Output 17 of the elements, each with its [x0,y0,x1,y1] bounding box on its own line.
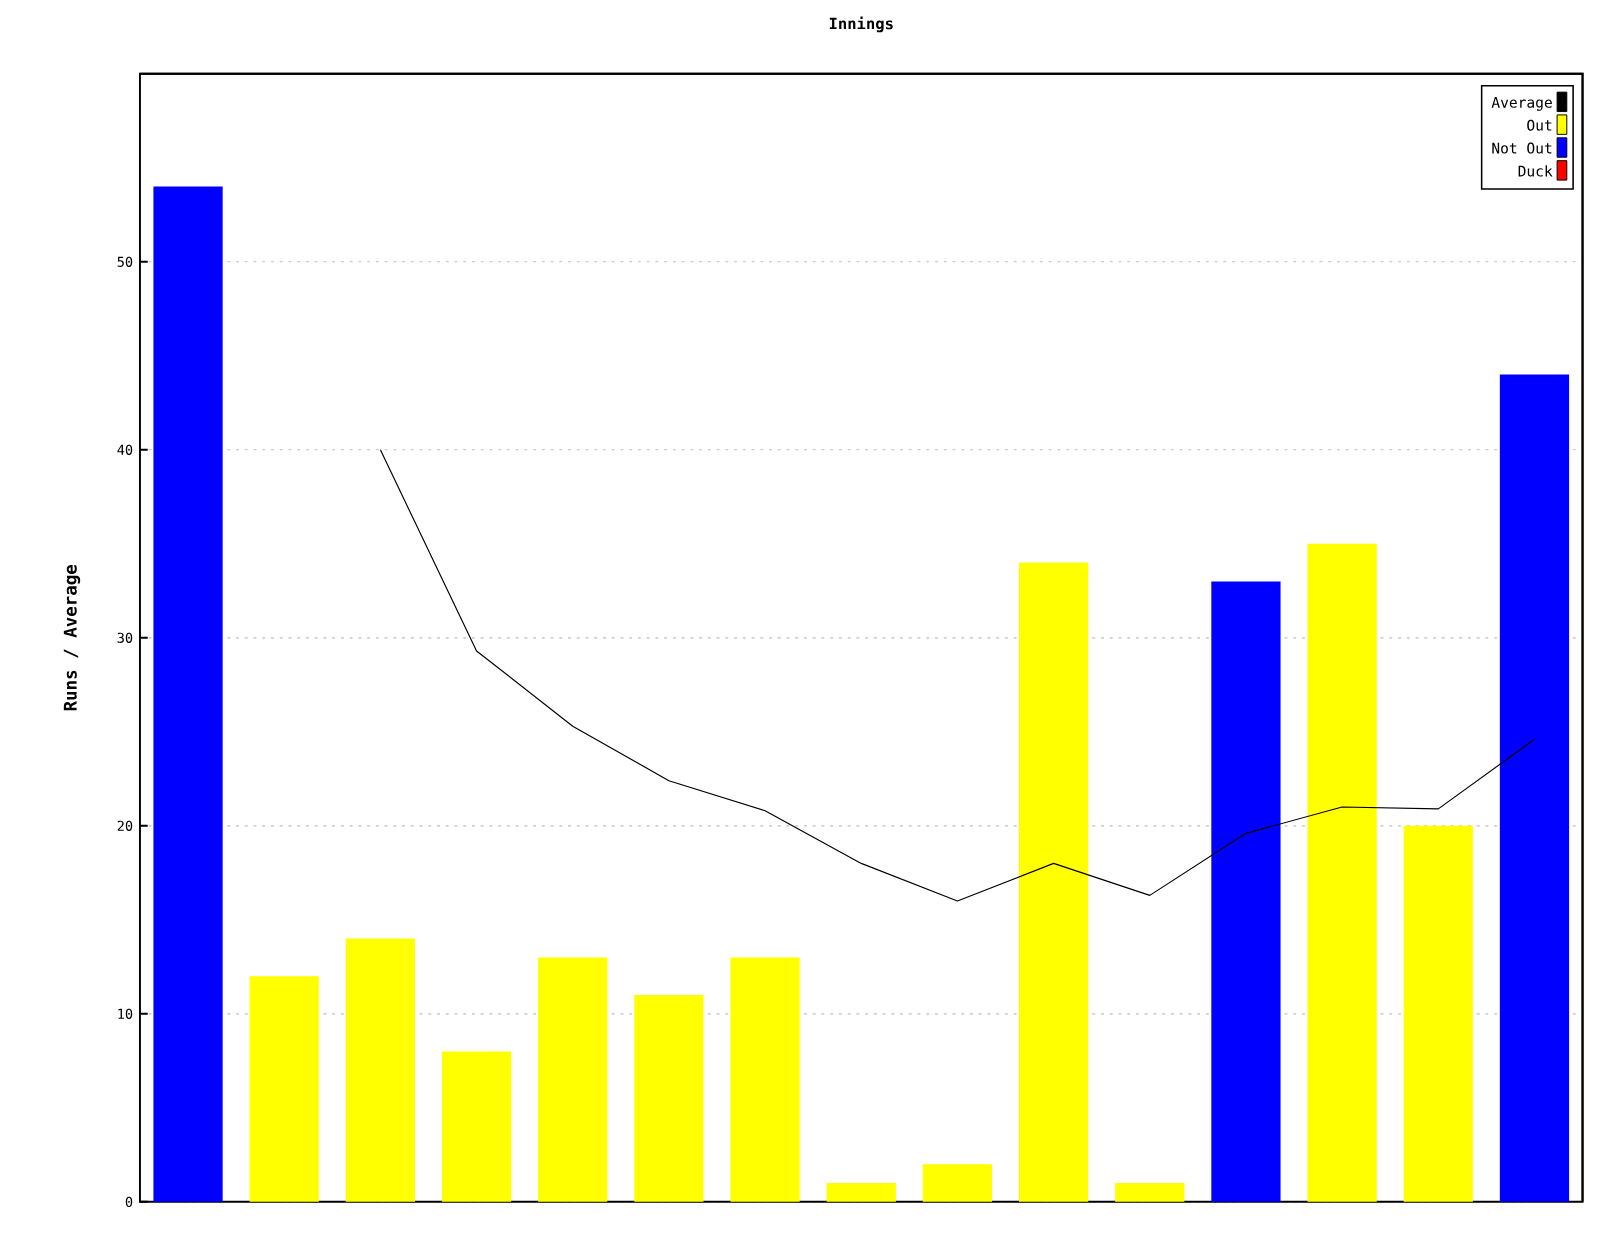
bar [1307,543,1377,1202]
bar [634,994,704,1202]
bar [730,957,800,1202]
bar [441,1051,512,1202]
y-axis-title: Runs / Average [63,564,81,711]
bar [538,957,608,1202]
bar [922,1163,993,1202]
bar [1018,562,1089,1202]
line-series [379,448,1536,902]
bar [249,975,319,1202]
bar [826,1182,896,1202]
bar [1403,825,1473,1202]
bar [153,186,223,1202]
bar [1115,1182,1185,1202]
bar [1211,581,1281,1202]
bar [345,938,416,1202]
bar [1499,374,1570,1202]
